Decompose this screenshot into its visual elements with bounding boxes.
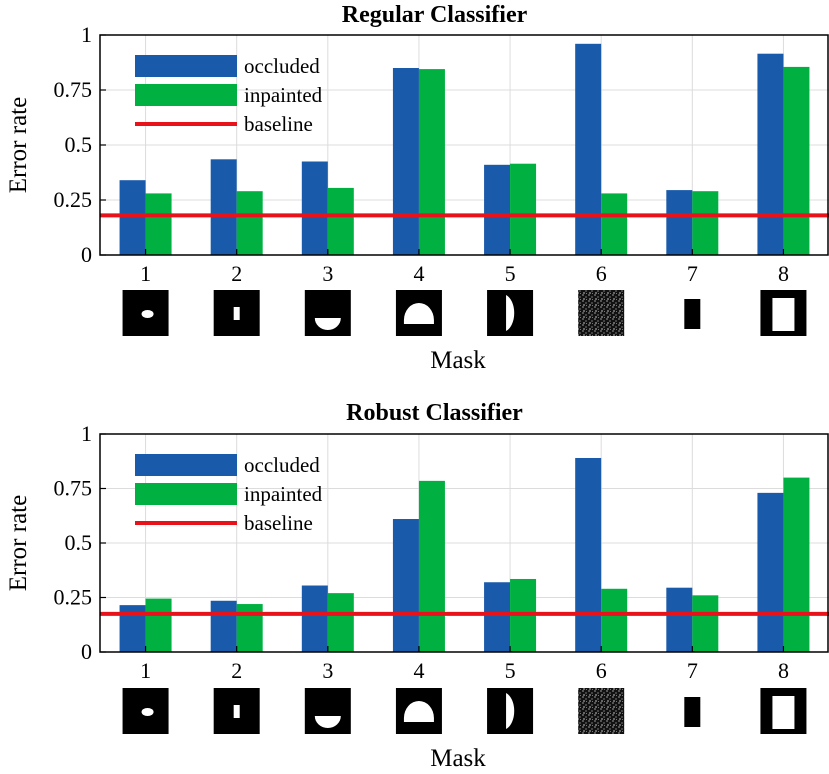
bar-occluded-2 [210, 600, 237, 652]
x-tick-label: 6 [596, 261, 607, 286]
bar-occluded-3 [301, 585, 328, 652]
mask-icon-5 [487, 290, 534, 336]
y-tick-label: 0.75 [54, 476, 93, 501]
bar-occluded-1 [119, 180, 146, 255]
legend-swatch-occluded [135, 454, 237, 476]
bar-inpainted-7 [692, 191, 719, 255]
bar-occluded-8 [757, 492, 784, 652]
bar-inpainted-2 [236, 191, 263, 255]
chart-title: Regular Classifier [342, 2, 528, 28]
bar-inpainted-5 [510, 163, 537, 255]
mask-icon-4 [395, 290, 442, 336]
bar-occluded-8 [757, 53, 784, 256]
mask-icon-4 [395, 688, 442, 734]
x-tick-label: 2 [231, 658, 242, 683]
mask-icon-5 [487, 688, 534, 734]
bar-occluded-6 [575, 457, 602, 652]
x-tick-label: 7 [687, 658, 698, 683]
bar-occluded-6 [575, 43, 602, 255]
legend-label-baseline: baseline [244, 511, 313, 535]
mask-icon-8 [760, 688, 807, 734]
chart-title: Robust Classifier [346, 400, 523, 426]
x-tick-label: 5 [505, 261, 516, 286]
mask-icon-1 [122, 290, 169, 336]
mask-icon-7 [684, 697, 701, 727]
y-tick-label: 0.5 [65, 530, 93, 555]
bar-inpainted-4 [418, 69, 445, 255]
bar-occluded-7 [666, 190, 693, 255]
y-tick-label: 0.5 [65, 132, 93, 157]
legend-swatch-inpainted [135, 84, 237, 106]
x-tick-label: 1 [140, 658, 151, 683]
x-tick-label: 8 [778, 261, 789, 286]
bar-occluded-4 [392, 68, 419, 255]
legend: occluded inpainted baseline [135, 54, 323, 136]
series-inpainted [145, 66, 810, 256]
x-tick-label: 4 [413, 261, 424, 286]
bar-inpainted-6 [601, 193, 628, 255]
y-tick-label: 1 [81, 22, 92, 47]
legend-swatch-occluded [135, 55, 237, 77]
y-tick-label: 1 [81, 421, 92, 446]
legend: occluded inpainted baseline [135, 453, 323, 535]
legend-swatch-inpainted [135, 483, 237, 505]
x-tick-label: 7 [687, 261, 698, 286]
x-tick-label: 2 [231, 261, 242, 286]
bar-inpainted-1 [145, 598, 172, 652]
x-tick-label: 1 [140, 261, 151, 286]
y-tick-label: 0 [81, 639, 92, 664]
legend-label-inpainted: inpainted [244, 83, 323, 107]
x-tick-label: 6 [596, 658, 607, 683]
bar-occluded-7 [666, 587, 693, 652]
bar-inpainted-8 [783, 477, 810, 652]
x-tick-label: 4 [413, 658, 424, 683]
bar-occluded-3 [301, 161, 328, 255]
y-tick-label: 0.25 [54, 585, 93, 610]
bar-occluded-2 [210, 159, 237, 255]
chart-panel-1: 0 0.25 0.5 0.75 1 1 2 3 4 5 6 7 8 Regular Classifier M… [5, 2, 829, 374]
bar-inpainted-8 [783, 66, 810, 256]
bar-inpainted-1 [145, 193, 172, 255]
x-tick-label: 8 [778, 658, 789, 683]
x-axis-label: Mask [430, 745, 486, 769]
mask-icon-2 [213, 688, 260, 734]
chart-panel-2: 0 0.25 0.5 0.75 1 1 2 3 4 5 6 7 8 Robust Classifier Ma… [5, 400, 829, 772]
series-occluded [119, 457, 784, 652]
mask-icon-3 [304, 688, 351, 734]
y-tick-label: 0.25 [54, 187, 93, 212]
bar-inpainted-7 [692, 595, 719, 652]
y-tick-label: 0 [81, 242, 92, 267]
bar-inpainted-4 [418, 480, 445, 652]
x-tick-label: 3 [322, 658, 333, 683]
mask-icon-6 [578, 290, 625, 336]
mask-icon-6 [578, 688, 625, 734]
mask-icon-7 [684, 299, 701, 329]
mask-icon-1 [122, 688, 169, 734]
mask-icon-8 [760, 290, 807, 336]
bar-inpainted-3 [327, 187, 354, 255]
bar-inpainted-2 [236, 604, 263, 652]
bar-inpainted-6 [601, 588, 628, 652]
legend-label-inpainted: inpainted [244, 482, 323, 506]
y-tick-label: 0.75 [54, 77, 93, 102]
bar-occluded-5 [484, 164, 511, 255]
bar-occluded-5 [484, 582, 511, 652]
mask-icon-2 [213, 290, 260, 336]
legend-label-baseline: baseline [244, 112, 313, 136]
series-occluded [119, 43, 784, 256]
x-tick-label: 5 [505, 658, 516, 683]
bar-occluded-4 [392, 519, 419, 652]
y-axis-label: Error rate [5, 97, 32, 193]
x-tick-label: 3 [322, 261, 333, 286]
y-axis-label: Error rate [5, 495, 32, 591]
mask-icon-3 [304, 290, 351, 336]
x-axis-label: Mask [430, 347, 486, 374]
bar-inpainted-3 [327, 593, 354, 652]
legend-label-occluded: occluded [244, 54, 320, 78]
legend-label-occluded: occluded [244, 453, 320, 477]
